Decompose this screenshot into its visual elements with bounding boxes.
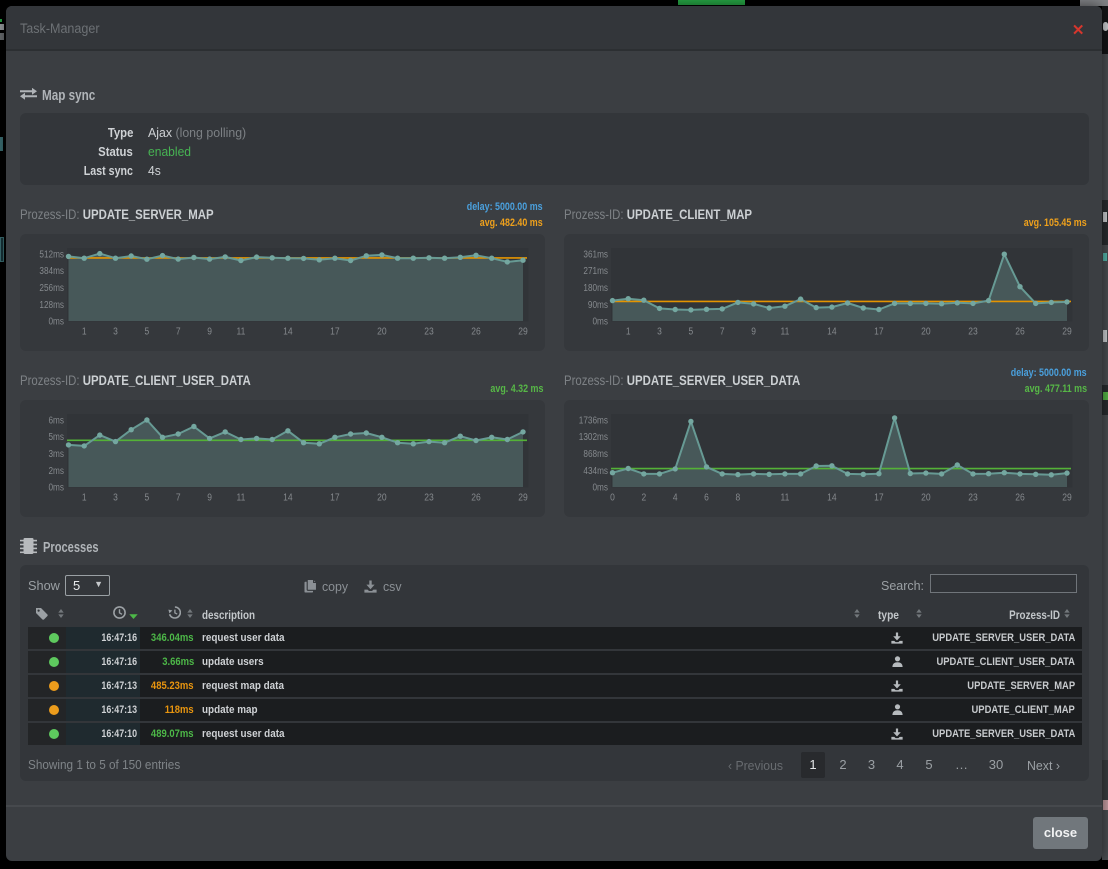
svg-text:11: 11 — [781, 493, 790, 504]
svg-text:20: 20 — [921, 327, 931, 338]
svg-text:26: 26 — [1015, 493, 1025, 504]
svg-text:128ms: 128ms — [39, 300, 64, 311]
svg-text:0ms: 0ms — [49, 317, 65, 328]
svg-text:11: 11 — [781, 327, 790, 338]
svg-text:17: 17 — [874, 493, 884, 504]
svg-text:9: 9 — [207, 327, 212, 338]
svg-text:180ms: 180ms — [583, 283, 608, 294]
svg-text:20: 20 — [377, 327, 387, 338]
svg-text:20: 20 — [377, 493, 387, 504]
svg-text:0ms: 0ms — [593, 317, 609, 328]
svg-text:1736ms: 1736ms — [579, 416, 608, 427]
svg-text:3: 3 — [113, 327, 118, 338]
svg-text:5: 5 — [145, 493, 150, 504]
svg-text:2: 2 — [641, 493, 646, 504]
svg-text:5ms: 5ms — [49, 432, 65, 443]
svg-text:0: 0 — [610, 493, 615, 504]
svg-text:14: 14 — [283, 327, 293, 338]
svg-text:512ms: 512ms — [39, 250, 64, 261]
svg-text:29: 29 — [518, 493, 528, 504]
svg-text:1: 1 — [82, 327, 87, 338]
svg-text:3ms: 3ms — [49, 449, 65, 460]
svg-text:7: 7 — [176, 493, 181, 504]
svg-text:1: 1 — [82, 493, 87, 504]
svg-text:9: 9 — [751, 327, 756, 338]
svg-text:17: 17 — [330, 327, 340, 338]
svg-text:256ms: 256ms — [39, 283, 64, 294]
svg-text:26: 26 — [471, 327, 481, 338]
svg-text:4: 4 — [673, 493, 678, 504]
svg-text:23: 23 — [424, 493, 434, 504]
svg-text:11: 11 — [237, 493, 246, 504]
svg-text:23: 23 — [424, 327, 434, 338]
svg-text:26: 26 — [1015, 327, 1025, 338]
svg-text:2ms: 2ms — [49, 466, 65, 477]
svg-text:6: 6 — [704, 493, 709, 504]
svg-text:11: 11 — [237, 327, 246, 338]
svg-text:361ms: 361ms — [583, 250, 608, 261]
svg-text:17: 17 — [330, 493, 340, 504]
svg-text:3: 3 — [113, 493, 118, 504]
svg-text:29: 29 — [1062, 327, 1072, 338]
svg-text:9: 9 — [207, 493, 212, 504]
svg-text:0ms: 0ms — [49, 483, 65, 494]
svg-text:29: 29 — [518, 327, 528, 338]
svg-text:23: 23 — [968, 493, 978, 504]
svg-text:20: 20 — [921, 493, 931, 504]
svg-text:1: 1 — [626, 327, 631, 338]
svg-text:23: 23 — [968, 327, 978, 338]
svg-text:8: 8 — [736, 493, 741, 504]
svg-text:5: 5 — [689, 327, 694, 338]
svg-text:1302ms: 1302ms — [579, 432, 608, 443]
svg-text:7: 7 — [720, 327, 725, 338]
svg-text:7: 7 — [176, 327, 181, 338]
svg-text:868ms: 868ms — [583, 449, 608, 460]
svg-text:14: 14 — [283, 493, 293, 504]
svg-text:14: 14 — [827, 327, 837, 338]
svg-text:434ms: 434ms — [583, 466, 608, 477]
svg-text:17: 17 — [874, 327, 884, 338]
svg-text:384ms: 384ms — [39, 266, 64, 277]
svg-text:26: 26 — [471, 493, 481, 504]
svg-text:0ms: 0ms — [593, 483, 609, 494]
svg-text:29: 29 — [1062, 493, 1072, 504]
svg-text:3: 3 — [657, 327, 662, 338]
svg-text:14: 14 — [827, 493, 837, 504]
svg-text:271ms: 271ms — [583, 266, 608, 277]
svg-text:90ms: 90ms — [588, 300, 608, 311]
svg-text:5: 5 — [145, 327, 150, 338]
svg-text:6ms: 6ms — [49, 416, 65, 427]
